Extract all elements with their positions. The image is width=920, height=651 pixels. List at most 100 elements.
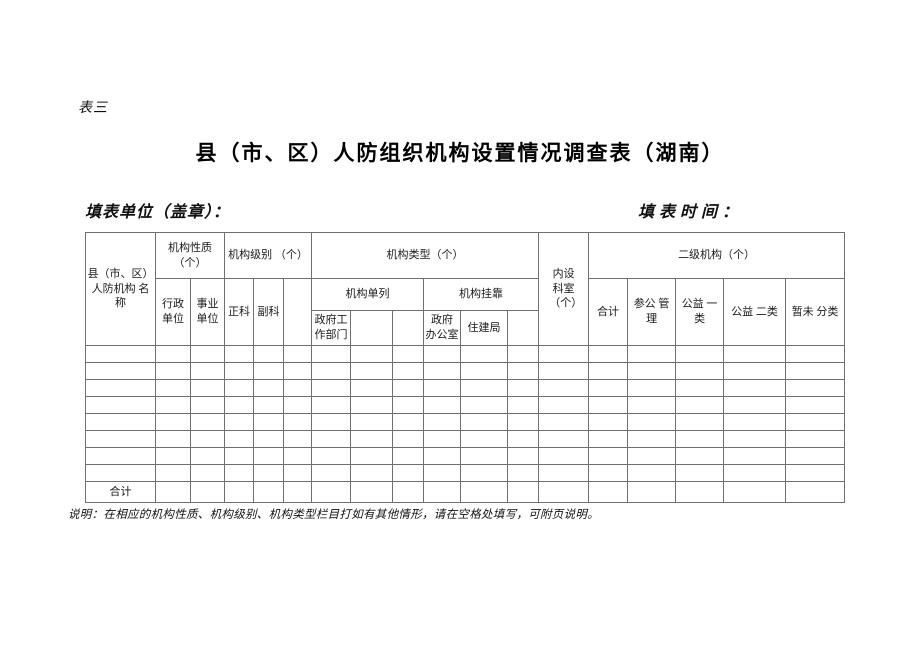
data-cell (155, 430, 191, 448)
total-cell (588, 481, 629, 503)
data-cell (189, 413, 226, 431)
col-header-zhengke: 正科 (224, 278, 255, 346)
data-cell (311, 396, 352, 414)
data-cell (224, 430, 255, 448)
data-cell (85, 447, 156, 465)
data-cell (155, 447, 191, 465)
data-cell (588, 464, 629, 482)
data-cell (507, 345, 540, 363)
data-cell (155, 464, 191, 482)
data-row (85, 413, 846, 431)
data-cell (675, 464, 725, 482)
data-row (85, 396, 846, 414)
data-cell (155, 413, 191, 431)
data-cell (283, 464, 313, 482)
data-cell (675, 379, 725, 397)
col-header-org-name: 县（市、区）人防机构 名称 (85, 232, 156, 346)
data-cell (224, 396, 255, 414)
data-cell (350, 396, 394, 414)
data-cell (350, 345, 394, 363)
data-cell (627, 430, 677, 448)
page-title: 县（市、区）人防组织机构设置情况调查表（湖南） (195, 142, 725, 165)
data-cell (311, 379, 352, 397)
data-cell (85, 345, 156, 363)
data-cell (507, 396, 540, 414)
col-header-unclassified: 暂未 分类 (785, 278, 846, 346)
total-cell (224, 481, 255, 503)
data-cell (311, 345, 352, 363)
data-cell (350, 464, 394, 482)
data-cell (85, 464, 156, 482)
data-cell (423, 413, 462, 431)
data-cell (675, 362, 725, 380)
data-cell (507, 447, 540, 465)
data-cell (538, 379, 590, 397)
data-cell (350, 447, 394, 465)
total-cell (392, 481, 425, 503)
data-cell (189, 464, 226, 482)
internal-dept-text: 内设科室（个） (549, 267, 583, 310)
data-cell (627, 413, 677, 431)
header-row-2: 行政单位 事业单位 正科 副科 机构单列 机构挂靠 合计 参公 管理 公益 一类… (86, 278, 846, 346)
data-cell (253, 430, 285, 448)
data-cell (224, 345, 255, 363)
data-cell (423, 379, 462, 397)
total-cell (155, 481, 191, 503)
total-cell (311, 481, 352, 503)
col-header-cangong: 参公 管理 (627, 278, 677, 346)
data-cell (392, 396, 425, 414)
data-cell (350, 413, 394, 431)
data-cell (675, 447, 725, 465)
data-cell (253, 362, 285, 380)
data-cell (189, 345, 226, 363)
total-cell (189, 481, 226, 503)
col-header-standalone-other-2 (392, 310, 425, 346)
col-header-org-level: 机构级别 （个） (224, 232, 313, 279)
col-header-internal-dept: 内设科室（个） (538, 232, 590, 346)
data-cell (392, 362, 425, 380)
data-cell (507, 413, 540, 431)
data-cell (283, 447, 313, 465)
note-text: 说明：在相应的机构性质、机构级别、机构类型栏目打如有其他情形，请在空格处填写，可… (68, 509, 599, 521)
data-cell (423, 430, 462, 448)
data-cell (627, 379, 677, 397)
total-cell (723, 481, 787, 503)
data-cell (723, 464, 787, 482)
data-cell (460, 447, 509, 465)
total-cell (675, 481, 725, 503)
total-cell (460, 481, 509, 503)
data-cell (283, 345, 313, 363)
data-cell (189, 396, 226, 414)
data-cell (311, 413, 352, 431)
col-header-org-type: 机构类型（个） (311, 232, 540, 279)
data-cell (155, 396, 191, 414)
data-cell (460, 362, 509, 380)
data-cell (785, 345, 846, 363)
data-cell (155, 345, 191, 363)
data-cell (283, 430, 313, 448)
data-cell (460, 413, 509, 431)
col-header-fuke: 副科 (253, 278, 285, 346)
data-row (85, 345, 846, 363)
data-cell (189, 430, 226, 448)
col-header-gov-work-dept: 政府工作部门 (311, 310, 352, 346)
total-row: 合计 (85, 481, 846, 503)
data-cell (785, 362, 846, 380)
data-cell (392, 413, 425, 431)
data-cell (588, 362, 629, 380)
data-cell (675, 430, 725, 448)
data-cell (507, 464, 540, 482)
data-cell (785, 430, 846, 448)
data-cell (224, 413, 255, 431)
data-cell (423, 396, 462, 414)
total-cell (627, 481, 677, 503)
data-cell (283, 362, 313, 380)
data-cell (675, 345, 725, 363)
data-cell (283, 396, 313, 414)
data-cell (675, 396, 725, 414)
data-cell (224, 379, 255, 397)
data-cell (392, 464, 425, 482)
data-cell (224, 447, 255, 465)
data-row (85, 464, 846, 482)
